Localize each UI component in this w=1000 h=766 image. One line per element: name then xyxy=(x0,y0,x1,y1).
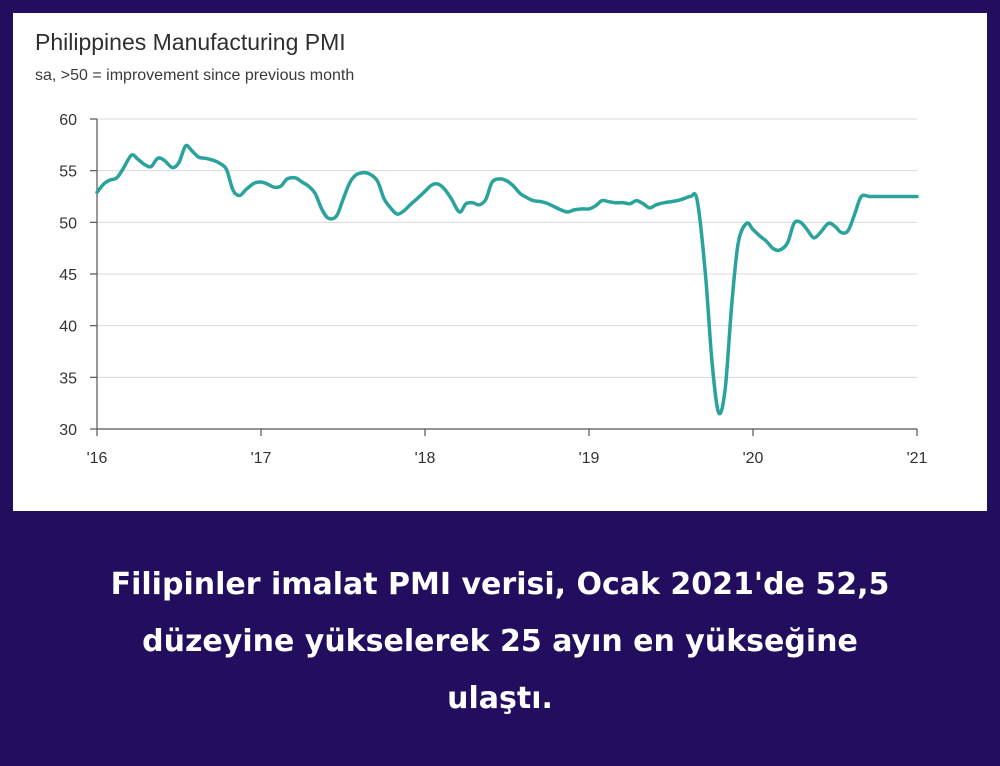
x-tick-label: '20 xyxy=(743,450,764,467)
y-tick-label: 50 xyxy=(59,215,77,232)
y-tick-label: 35 xyxy=(59,370,77,387)
caption-text: Filipinler imalat PMI verisi, Ocak 2021'… xyxy=(20,556,980,727)
y-tick-label: 55 xyxy=(59,164,77,181)
x-tick-label: '16 xyxy=(87,450,108,467)
caption-line: ulaştı. xyxy=(447,681,553,716)
pmi-line-chart: 30 35 40 45 50 55 60 '16 '17 '18 '19 '20 '21 xyxy=(59,112,928,467)
pmi-series-line xyxy=(95,143,919,416)
x-tick-label: '18 xyxy=(415,450,436,467)
y-tick-label: 45 xyxy=(59,267,77,284)
caption-line: Filipinler imalat PMI verisi, Ocak 2021'… xyxy=(110,567,890,602)
caption-line: düzeyine yükselerek 25 ayın en yükseğine xyxy=(142,624,858,659)
chart-title: Philippines Manufacturing PMI xyxy=(35,29,346,55)
x-tick-label: '21 xyxy=(907,450,928,467)
y-tick-label: 40 xyxy=(59,319,77,336)
y-tick-label: 30 xyxy=(59,422,77,439)
y-tick-label: 60 xyxy=(59,112,77,129)
x-tick-label: '17 xyxy=(251,450,272,467)
chart-card: Philippines Manufacturing PMI sa, >50 = … xyxy=(13,13,987,511)
chart-subtitle: sa, >50 = improvement since previous mon… xyxy=(35,67,355,84)
x-tick-label: '19 xyxy=(579,450,600,467)
